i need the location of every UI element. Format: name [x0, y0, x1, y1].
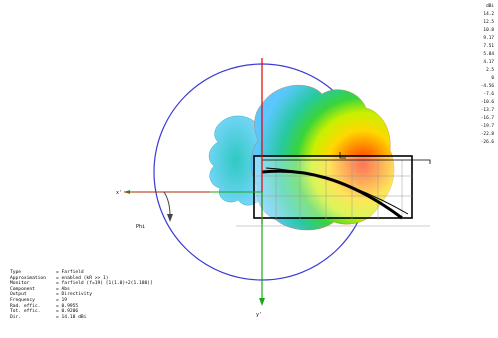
scale-tick: -4.56 — [480, 84, 494, 89]
info-value: = Farfield — [56, 270, 84, 275]
info-key: Monitor — [10, 281, 30, 287]
phi-arrow — [163, 191, 171, 217]
info-key: Dir. — [10, 314, 22, 320]
info-key: Rad. effic. — [10, 303, 41, 309]
y-axis-arrow — [259, 298, 265, 306]
info-row: Tot. effic. = 0.9206 — [10, 309, 210, 315]
info-key: Component — [10, 286, 35, 292]
scale-tick: -16.7 — [480, 116, 494, 121]
scale-tick: 2.5 — [486, 68, 494, 73]
info-value: = 14.18 dBi — [56, 314, 87, 320]
color-scale: dBi 14.2 12.5 10.8 9.17 7.51 5.84 4.17 2.5 0 -4.5… — [474, 0, 496, 150]
scale-tick: 5.84 — [483, 52, 494, 57]
scale-tick: 9.17 — [483, 36, 494, 41]
y-axis-label: y' — [256, 312, 262, 318]
scale-tick: -10.6 — [480, 100, 494, 105]
info-row: Component = Abs — [10, 287, 210, 293]
info-key: Frequency — [10, 297, 35, 303]
scale-tick: 12.5 — [483, 20, 494, 25]
info-value: = Abs — [56, 286, 70, 292]
info-row: Frequency = 19 — [10, 298, 210, 304]
info-value: = Directivity — [56, 292, 92, 298]
info-value: = enabled (kR >> 1) — [56, 275, 109, 281]
info-row: Rad. effic. = 0.9955 — [10, 304, 210, 310]
info-key: Tot. effic. — [10, 309, 41, 315]
info-value: = 19 — [56, 297, 68, 303]
info-key: Approximation — [10, 275, 46, 281]
info-row: Monitor = farfield (f=19) [1(1.0)+2(1.180… — [10, 281, 210, 287]
scale-tick: 0 — [491, 76, 494, 81]
scale-tick: -7.6 — [483, 92, 494, 97]
info-panel: Type = Farfield Approximation = enabled (kR… — [10, 270, 210, 320]
scale-unit: dBi — [486, 4, 494, 9]
cut-curve-2 — [265, 167, 409, 215]
info-value: = farfield (f=19) [1(1.0)+2(1.180)] — [56, 281, 153, 287]
scale-tick: 14.2 — [483, 12, 494, 17]
scale-tick: -19.7 — [480, 124, 494, 129]
scale-tick: -26.6 — [480, 140, 494, 145]
info-key: Output — [10, 292, 27, 298]
scale-tick: 7.51 — [483, 44, 494, 49]
info-value: = 0.9955 — [56, 303, 79, 309]
scale-tick: 4.17 — [483, 60, 494, 65]
phi-arrowhead — [167, 214, 173, 222]
info-row: Type = Farfield — [10, 270, 210, 276]
info-key: Type — [10, 270, 22, 275]
scale-tick: 10.8 — [483, 28, 494, 33]
x-axis-label: x' — [116, 190, 122, 196]
info-value: = 0.9206 — [56, 309, 79, 315]
info-row: Dir. = 14.18 dBi — [10, 315, 210, 321]
scale-tick: -13.7 — [480, 108, 494, 113]
phi-label: Phi — [136, 224, 145, 230]
info-row: Output = Directivity — [10, 292, 210, 298]
main-lobe — [251, 85, 395, 231]
info-row: Approximation = enabled (kR >> 1) — [10, 276, 210, 282]
scale-tick: -22.8 — [480, 132, 494, 137]
